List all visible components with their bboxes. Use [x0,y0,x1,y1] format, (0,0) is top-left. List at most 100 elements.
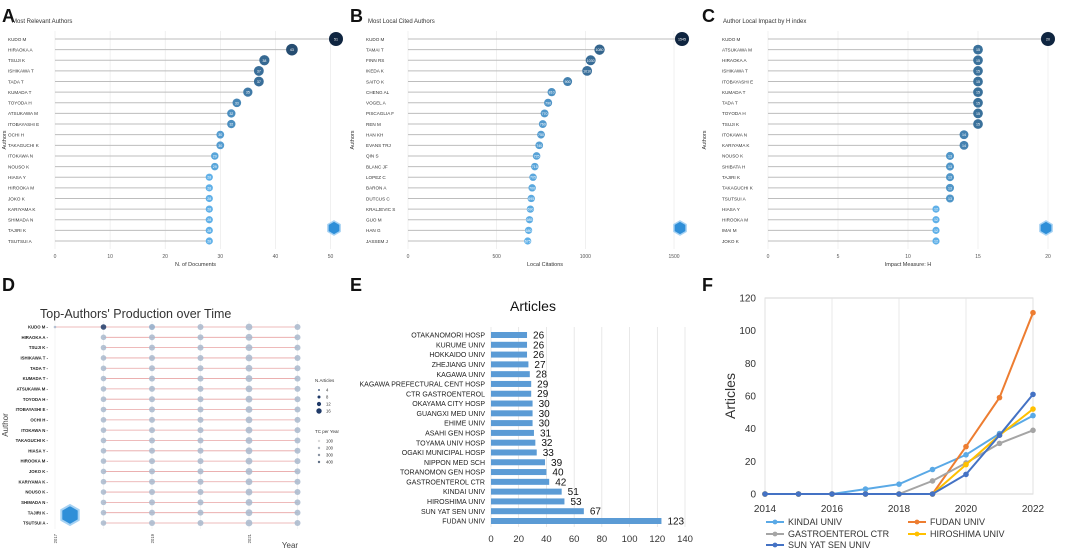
bar [491,449,537,456]
production-dot [100,468,107,475]
author-label: FINN RS [366,58,384,63]
author-label: BLANC JF [366,164,388,169]
production-dot [100,386,107,392]
value-label: 29 [213,154,217,158]
value-label: 15 [976,59,980,63]
lollipop-dot [582,65,593,76]
chart-title: Articles [510,298,556,314]
institution-label: ZHEJIANG UNIV [432,362,486,369]
author-label: ATSUKAWA M [722,47,752,52]
institution-label: CTR GASTROENTEROL [406,391,485,398]
x-tick-label: 2021 [247,533,252,543]
legend-label: 12 [326,402,331,407]
production-dot [245,364,253,372]
production-dot [245,323,253,331]
production-dot [149,375,155,382]
lollipop-dot [945,151,955,160]
lollipop-dot [232,98,242,108]
value-label: 26 [533,350,545,361]
lollipop-dot [932,237,940,245]
production-dot [197,385,204,392]
value-label: 28 [207,218,211,222]
production-dot [149,324,155,330]
x-tick-label: 30 [218,254,224,260]
lollipop-dot [205,226,213,234]
lollipop-dot [932,226,940,234]
value-label: 15 [976,101,980,105]
lollipop-dot [532,152,541,160]
production-dot [100,447,107,454]
panel-letter: E [350,275,362,295]
y-tick-label: 100 [739,326,756,337]
production-dot [197,437,204,444]
institution-label: KAGAWA PREFECTURAL CENT HOSP [359,382,485,389]
production-dot [197,344,204,351]
data-point [963,452,969,458]
production-dot [100,489,107,495]
author-label: TSUJI K [722,122,740,127]
bar [491,351,528,358]
bar [491,469,547,476]
author-label: ITOBAYASHI E - [16,407,49,412]
y-tick-label: 40 [745,424,757,435]
value-label: 760 [540,123,546,127]
value-label: 40 [552,468,564,479]
x-tick-label: 15 [975,254,981,260]
production-dot [100,427,107,433]
value-label: 30 [539,419,551,430]
author-label: ATSUKAWA M [8,111,38,116]
author-label: ATSUKAWA M - [16,386,48,391]
legend-title-articles: N.Articles [315,378,335,383]
x-tick-label: 20 [1045,254,1051,260]
author-label: EVANS TRJ [366,143,391,148]
institution-label: EHIME UNIV [444,421,485,428]
value-label: 13 [948,165,952,169]
production-dot [294,344,301,351]
lollipop-dot [525,216,534,224]
lollipop-dot [973,108,983,119]
y-tick-label: 60 [745,392,757,403]
lollipop-dot [540,109,549,118]
x-tick-label: 2016 [821,504,844,515]
x-tick-label: 140 [677,534,693,545]
production-dot [149,468,155,475]
author-label: GUO M [366,218,382,223]
author-label: SHIMADA N [8,218,33,223]
data-point [963,471,969,478]
x-tick-label: 120 [649,534,665,545]
data-point [1030,309,1036,316]
author-label: ITOKAWA N - [21,428,48,433]
lollipop-dot [547,88,556,97]
data-point [829,491,835,497]
production-dot [53,325,57,329]
value-label: 690 [527,208,533,212]
value-label: 12 [934,229,938,233]
production-dot [100,396,107,403]
production-dot [149,520,155,526]
author-label: HIASA Y [8,175,26,180]
author-label: ISHIKAWA T - [20,356,48,361]
legend-marker [772,519,778,525]
production-dot [245,468,253,475]
data-point [1030,391,1036,398]
lollipop-dot [216,141,225,150]
author-label: TSUJI K [8,58,26,63]
production-dot [245,344,253,352]
author-label: HAN KH [366,132,383,137]
author-label: JOKO K [722,239,740,244]
value-label: 750 [538,133,544,137]
institution-label: FUDAN UNIV [442,519,485,526]
lollipop-dot [535,141,544,150]
value-label: 28 [536,370,548,381]
bar [491,341,528,348]
author-label: IMAI M [722,228,737,233]
legend-title-tc: TC per Year [315,429,340,434]
lollipop-dot [529,173,537,181]
y-axis-label: Authors [2,130,8,149]
bar [491,488,562,495]
y-tick-label: 120 [739,294,756,305]
x-axis-label: N. of Documents [175,262,216,268]
data-point [996,432,1003,439]
lollipop-dot [973,97,983,108]
